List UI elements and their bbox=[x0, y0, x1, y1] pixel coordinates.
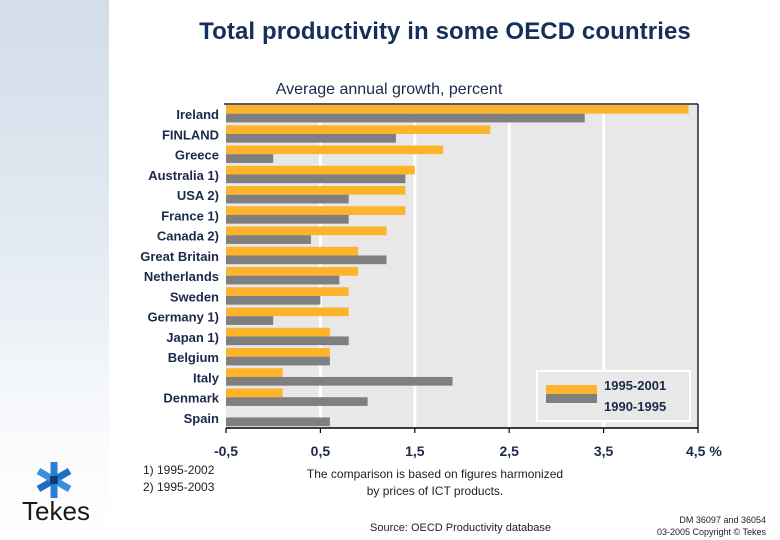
bar-1990-1995 bbox=[226, 154, 274, 163]
category-label: Denmark bbox=[163, 391, 219, 406]
bar-1990-1995 bbox=[226, 356, 330, 366]
legend-swatch-1990-1995 bbox=[546, 394, 597, 403]
document-id: DM 36097 and 36054 bbox=[679, 515, 766, 525]
bar-1990-1995 bbox=[226, 113, 585, 123]
tekes-logo: Tekes bbox=[6, 460, 102, 526]
category-label: Ireland bbox=[176, 107, 219, 122]
bar-1995-2001 bbox=[226, 287, 349, 296]
x-tick-label: -0,5 bbox=[214, 443, 238, 459]
category-label: France 1) bbox=[161, 208, 219, 223]
source-text: Source: OECD Productivity database bbox=[370, 522, 551, 534]
category-label: Canada 2) bbox=[157, 229, 219, 244]
x-tick-label: 4,5 % bbox=[686, 443, 722, 459]
x-tick-label: 2,5 bbox=[499, 443, 519, 459]
bar-1990-1995 bbox=[226, 295, 321, 305]
footnotes: 1) 1995-2002 2) 1995-2003 bbox=[143, 462, 214, 496]
category-label: Sweden bbox=[170, 289, 219, 304]
category-label: Germany 1) bbox=[147, 310, 219, 325]
category-label: Spain bbox=[184, 411, 219, 426]
bar-1990-1995 bbox=[226, 214, 349, 224]
bar-1995-2001 bbox=[226, 186, 406, 195]
bar-1995-2001 bbox=[226, 368, 283, 377]
bar-1995-2001 bbox=[226, 267, 359, 276]
legend-swatch-1995-2001 bbox=[546, 385, 597, 394]
category-label: Greece bbox=[175, 148, 219, 163]
bar-1990-1995 bbox=[226, 397, 368, 406]
bar-1990-1995 bbox=[226, 376, 453, 386]
slide-title: Total productivity in some OECD countrie… bbox=[199, 18, 691, 45]
bar-1990-1995 bbox=[226, 275, 340, 285]
category-label: Japan 1) bbox=[166, 330, 219, 345]
bar-1990-1995 bbox=[226, 417, 330, 427]
legend: 1995-2001 1990-1995 bbox=[536, 370, 691, 422]
bar-1995-2001 bbox=[226, 206, 406, 215]
side-panel bbox=[0, 0, 109, 540]
category-label: Belgium bbox=[168, 350, 219, 365]
bar-1995-2001 bbox=[226, 145, 444, 155]
bar-1995-2001 bbox=[226, 388, 283, 398]
bar-1995-2001 bbox=[226, 327, 330, 337]
note-line-1: The comparison is based on figures harmo… bbox=[306, 467, 564, 481]
tekes-star-icon bbox=[36, 462, 72, 498]
x-tick-label: 1,5 bbox=[405, 443, 425, 459]
category-label: Great Britain bbox=[140, 249, 219, 264]
bar-1995-2001 bbox=[226, 105, 689, 114]
logo-text: Tekes bbox=[22, 496, 90, 526]
bar-1990-1995 bbox=[226, 174, 406, 184]
footnote-1: 1) 1995-2002 bbox=[143, 463, 215, 477]
bar-1995-2001 bbox=[226, 226, 387, 236]
x-tick-label: 0,5 bbox=[311, 443, 331, 459]
bar-1995-2001 bbox=[226, 246, 359, 256]
bar-1990-1995 bbox=[226, 133, 396, 143]
category-label: FINLAND bbox=[162, 127, 219, 142]
category-label: USA 2) bbox=[177, 188, 219, 203]
bar-1995-2001 bbox=[226, 307, 349, 317]
x-tick-label: 3,5 bbox=[594, 443, 614, 459]
bar-1990-1995 bbox=[226, 235, 311, 244]
bar-1995-2001 bbox=[226, 348, 330, 357]
bar-1990-1995 bbox=[226, 316, 274, 325]
category-label: Italy bbox=[193, 370, 220, 385]
footnote-2: 2) 1995-2003 bbox=[143, 480, 215, 494]
category-label: Australia 1) bbox=[148, 168, 219, 183]
copyright-text: 03-2005 Copyright © Tekes bbox=[656, 527, 766, 537]
bar-1990-1995 bbox=[226, 336, 349, 346]
bar-1995-2001 bbox=[226, 125, 491, 134]
legend-label-1995-2001: 1995-2001 bbox=[604, 378, 666, 393]
chart-title: Average annual growth, percent bbox=[275, 81, 503, 98]
bar-1995-2001 bbox=[226, 165, 415, 175]
bar-1990-1995 bbox=[226, 194, 349, 204]
note-line-2: by prices of ICT products. bbox=[366, 484, 504, 498]
category-label: Netherlands bbox=[144, 269, 219, 284]
comparison-note: The comparison is based on figures harmo… bbox=[280, 466, 590, 500]
bar-1990-1995 bbox=[226, 255, 387, 265]
copyright: DM 36097 and 36054 03-2005 Copyright © T… bbox=[657, 514, 766, 538]
legend-label-1990-1995: 1990-1995 bbox=[604, 399, 666, 414]
